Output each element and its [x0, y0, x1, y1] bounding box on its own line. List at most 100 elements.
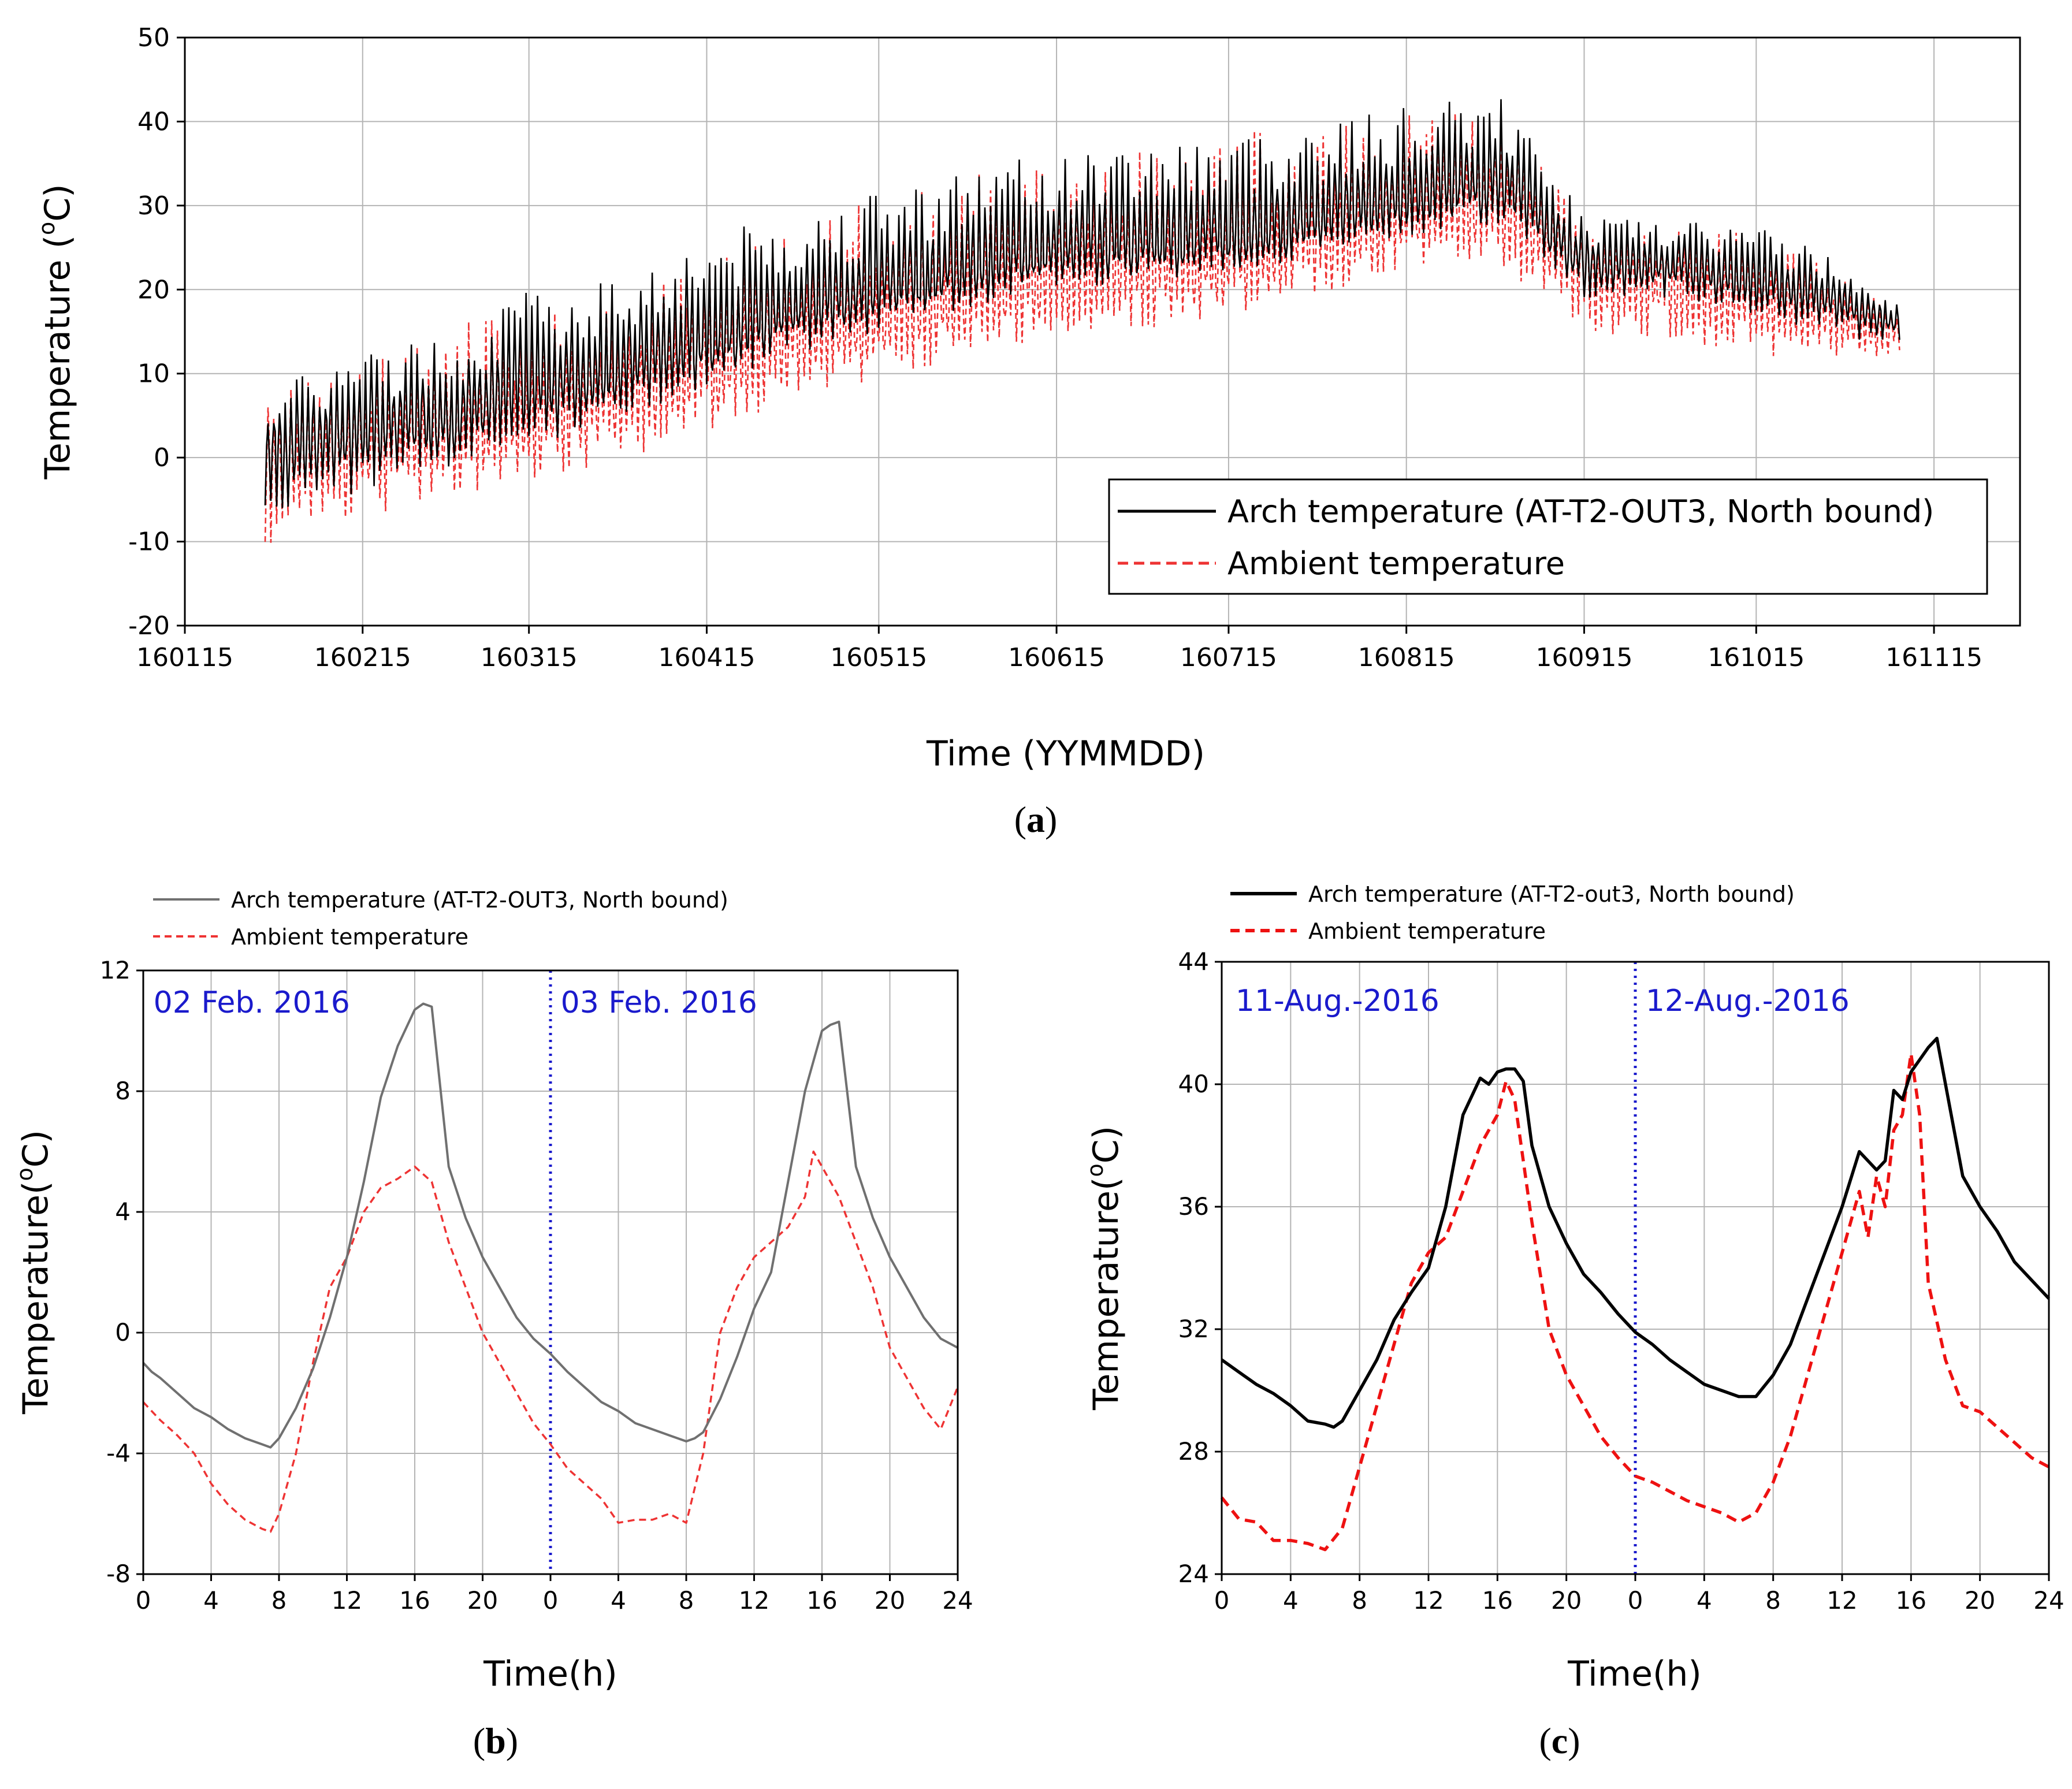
- panel-a-x-tick-label: 160715: [1180, 643, 1277, 672]
- b-series-arch-line: [142, 1002, 958, 1449]
- panel-a-x-tick-label: 160915: [1535, 643, 1632, 672]
- b-y-tick-label: 4: [115, 1197, 131, 1226]
- c-x-tick-label: 20: [1551, 1586, 1582, 1615]
- b-x-tick-label: 0: [543, 1586, 559, 1615]
- panel-b-series: [142, 1002, 959, 1533]
- c-x-tick-label: 24: [2033, 1586, 2064, 1615]
- panel-a-legend-label-ambient: Ambient temperature: [1227, 545, 1565, 582]
- panel-b-y-axis-title: Temperature(oC): [12, 1130, 56, 1415]
- c-y-tick-label: 44: [1178, 947, 1209, 976]
- c-x-tick-label: 12: [1413, 1586, 1444, 1615]
- panel-b-y-ticks: -8 -4 0 4 8 12: [100, 956, 143, 1588]
- c-y-tick-label: 40: [1178, 1070, 1209, 1098]
- c-x-tick-label: 4: [1283, 1586, 1299, 1615]
- panel-b-legend-label-ambient: Ambient temperature: [231, 924, 468, 950]
- panel-a-y-ticks: -20 -10 0 10 20 30 40 50: [128, 23, 185, 641]
- b-x-tick-label: 8: [679, 1586, 694, 1615]
- c-y-tick-label: 36: [1178, 1192, 1209, 1221]
- panel-a-y-tick-label: 30: [137, 191, 170, 221]
- panel-c-x-ticks: 0 4 8 12 16 20 0 4 8 12 16 20 24: [1214, 1574, 2064, 1615]
- b-x-tick-label: 4: [611, 1586, 626, 1615]
- panel-a-legend: Arch temperature (AT-T2-OUT3, North boun…: [1108, 478, 1988, 595]
- panel-a-series-ambient-line: [264, 113, 1900, 543]
- panel-a-x-tick-label: 160115: [136, 643, 233, 672]
- panel-a-x-tick-label: 160815: [1358, 643, 1455, 672]
- panel-c-legend-label-ambient: Ambient temperature: [1308, 918, 1546, 944]
- panel-a-x-tick-label: 161015: [1708, 643, 1805, 672]
- c-x-tick-label: 4: [1697, 1586, 1712, 1615]
- c-x-tick-label: 20: [1965, 1586, 1995, 1615]
- b-y-tick-label: -4: [106, 1439, 131, 1467]
- panel-c-label: (c): [1539, 1720, 1580, 1761]
- panel-a-y-tick-label: -20: [128, 611, 170, 641]
- c-y-tick-label: 28: [1178, 1437, 1209, 1466]
- panel-c-y-axis-title: Temperature(oC): [1083, 1126, 1126, 1411]
- b-y-tick-label: 8: [115, 1077, 131, 1105]
- panel-a-x-tick-label: 160215: [314, 643, 411, 672]
- panel-a-x-tick-label: 160615: [1008, 643, 1105, 672]
- panel-a-x-tick-label: 160415: [658, 643, 755, 672]
- panel-a-x-tick-label: 160315: [481, 643, 578, 672]
- panel-c-legend: Arch temperature (AT-T2-out3, North boun…: [1230, 882, 1795, 944]
- panel-a-series: [264, 99, 1900, 543]
- b-x-tick-label: 8: [271, 1586, 287, 1615]
- c-series-arch-line: [1221, 1036, 2051, 1429]
- panel-c-date-label-day1: 11-Aug.-2016: [1236, 984, 1439, 1018]
- b-y-tick-label: -8: [106, 1560, 131, 1588]
- panel-c-chart: Arch temperature (AT-T2-out3, North boun…: [1083, 882, 2064, 1761]
- panel-b-label: (b): [473, 1720, 518, 1761]
- b-x-tick-label: 16: [806, 1586, 837, 1615]
- c-x-tick-label: 0: [1628, 1586, 1643, 1615]
- b-y-tick-label: 12: [100, 956, 131, 984]
- panel-a-legend-box: [1108, 478, 1988, 595]
- panel-a-series-arch-line: [264, 99, 1900, 508]
- c-y-tick-label: 32: [1178, 1315, 1209, 1343]
- panel-b-date-label-day1: 02 Feb. 2016: [154, 985, 350, 1020]
- panel-b-date-label-day2: 03 Feb. 2016: [561, 985, 757, 1020]
- panel-a-x-tick-label: 161115: [1885, 643, 1982, 672]
- panel-c-series: [1220, 1036, 2051, 1552]
- c-series-ambient-line: [1220, 1052, 2050, 1552]
- panel-c-y-ticks: 24 28 32 36 40 44: [1178, 947, 1222, 1588]
- panel-b-chart: Arch temperature (AT-T2-OUT3, North boun…: [12, 887, 973, 1761]
- b-x-tick-label: 0: [136, 1586, 151, 1615]
- panel-a-y-tick-label: 50: [137, 23, 170, 53]
- b-x-tick-label: 16: [399, 1586, 430, 1615]
- panel-c-x-axis-title: Time(h): [1567, 1654, 1702, 1694]
- panel-b-legend-label-arch: Arch temperature (AT-T2-OUT3, North boun…: [231, 887, 728, 913]
- panel-a-x-axis-title: Time (YYMMDD): [926, 734, 1205, 774]
- b-x-tick-label: 20: [467, 1586, 498, 1615]
- panel-c-date-label-day2: 12-Aug.-2016: [1646, 984, 1850, 1018]
- panel-a-y-tick-label: 40: [137, 107, 170, 136]
- c-x-tick-label: 8: [1765, 1586, 1781, 1615]
- panel-a-y-tick-label: 0: [154, 443, 170, 473]
- panel-a-plot-frame: [184, 36, 2021, 627]
- panel-a-y-tick-label: 10: [137, 359, 170, 389]
- c-x-tick-label: 0: [1214, 1586, 1230, 1615]
- b-x-tick-label: 4: [203, 1586, 219, 1615]
- c-y-tick-label: 24: [1178, 1560, 1209, 1588]
- b-x-tick-label: 20: [875, 1586, 905, 1615]
- panel-b-x-ticks: 0 4 8 12 16 20 0 4 8 12 16 20 24: [136, 1574, 973, 1615]
- panel-a-y-tick-label: 20: [137, 275, 170, 304]
- b-y-tick-label: 0: [115, 1318, 131, 1347]
- c-x-tick-label: 8: [1352, 1586, 1367, 1615]
- b-x-tick-label: 12: [332, 1586, 362, 1615]
- c-x-tick-label: 16: [1896, 1586, 1926, 1615]
- panel-a-x-tick-label: 160515: [830, 643, 927, 672]
- panel-b-legend: Arch temperature (AT-T2-OUT3, North boun…: [153, 887, 728, 950]
- panel-a-y-axis-title: Temperature (oC): [34, 184, 78, 479]
- panel-a-legend-label-arch: Arch temperature (AT-T2-OUT3, North boun…: [1227, 493, 1934, 530]
- c-x-tick-label: 12: [1827, 1586, 1857, 1615]
- panel-a-y-tick-label: -10: [128, 527, 170, 557]
- panel-a-chart: 160115 160215 160315 160415 160515 160615 1607…: [34, 23, 2021, 840]
- b-x-tick-label: 24: [942, 1586, 973, 1615]
- b-x-tick-label: 12: [739, 1586, 769, 1615]
- panel-c-legend-label-arch: Arch temperature (AT-T2-out3, North boun…: [1308, 882, 1795, 907]
- c-x-tick-label: 16: [1482, 1586, 1513, 1615]
- panel-a-label: (a): [1014, 799, 1058, 840]
- panel-a-x-ticks: 160115 160215 160315 160415 160515 160615 1607…: [136, 626, 1982, 672]
- b-series-ambient-line: [142, 1150, 959, 1533]
- panel-b-x-axis-title: Time(h): [483, 1654, 617, 1694]
